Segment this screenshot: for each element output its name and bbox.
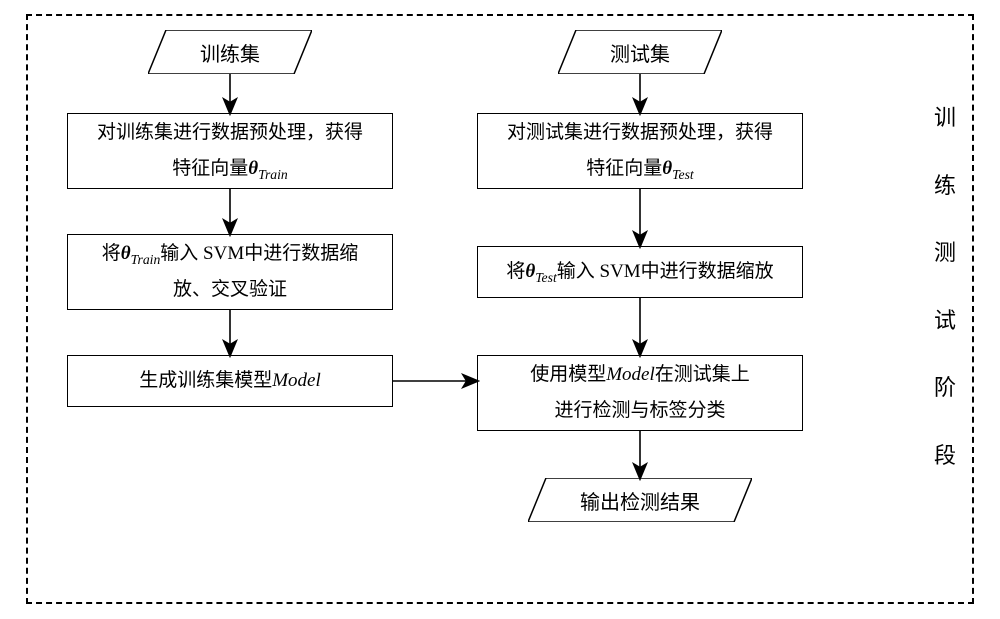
node-train_mdl: 生成训练集模型Model [67,355,393,407]
node-label: 将θTrain输入 SVM中进行数据缩放、交叉验证 [102,236,358,309]
node-test_svm: 将θTest输入 SVM中进行数据缩放 [477,246,803,298]
node-label: 输出检测结果 [580,486,700,515]
node-label: 对测试集进行数据预处理，获得特征向量θTest [507,115,773,188]
node-test_det: 使用模型Model在测试集上进行检测与标签分类 [477,355,803,431]
node-train_svm: 将θTrain输入 SVM中进行数据缩放、交叉验证 [67,234,393,310]
phase-label-char: 试 [934,303,956,335]
node-label: 将θTest输入 SVM中进行数据缩放 [506,254,773,291]
node-test_out: 输出检测结果 [528,478,752,522]
node-train_pre: 对训练集进行数据预处理，获得特征向量θTrain [67,113,393,189]
node-test_in: 测试集 [558,30,722,74]
phase-label-char: 段 [934,438,956,470]
node-label: 测试集 [610,38,670,67]
node-label: 对训练集进行数据预处理，获得特征向量θTrain [97,115,363,188]
phase-label-char: 测 [934,235,956,267]
phase-label-char: 练 [934,168,956,200]
node-train_in: 训练集 [148,30,312,74]
node-label: 训练集 [200,38,260,67]
phase-label: 训练测试阶段 [934,100,956,470]
node-label: 使用模型Model在测试集上进行检测与标签分类 [530,357,750,429]
phase-label-char: 阶 [934,370,956,402]
node-label: 生成训练集模型Model [139,363,321,399]
phase-label-char: 训 [934,100,956,132]
node-test_pre: 对测试集进行数据预处理，获得特征向量θTest [477,113,803,189]
